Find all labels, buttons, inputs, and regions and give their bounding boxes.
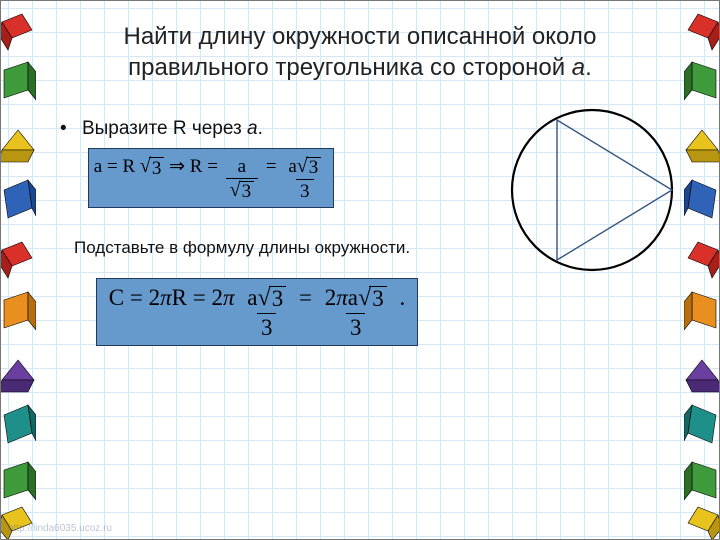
title-var-a: а [572,54,585,81]
step1-text: • Выразите R через а. [60,118,263,140]
watermark: http://linda6035.ucoz.ru [8,523,112,534]
title-line1: Найти длину окружности описанной около [124,23,597,50]
step1-pre: Выразите R через [82,118,247,139]
step2-text: Подставьте в формулу длины окружности. [74,238,410,258]
diagram-circle [512,110,672,270]
left-shape-border [0,0,36,540]
formula-2-box: C = 2πR = 2π a√3 3 = 2πa√3 3 . [96,278,418,346]
step1-var: а [247,118,258,139]
title-line2-pre: правильного треугольника со стороной [128,54,572,81]
circumscribed-triangle-diagram [502,100,682,280]
slide-title: Найти длину окружности описанной около п… [60,22,660,83]
formula-1-box: a = R √3 ⇒ R = a √3 = a√3 3 [88,148,334,208]
right-shape-border [684,0,720,540]
formula-1: a = R √3 ⇒ R = a √3 = a√3 3 [94,155,328,201]
step1-post: . [258,118,263,139]
bullet-icon: • [60,118,67,139]
title-line2-post: . [585,54,592,81]
formula-2: C = 2πR = 2π a√3 3 = 2πa√3 3 . [109,285,405,338]
